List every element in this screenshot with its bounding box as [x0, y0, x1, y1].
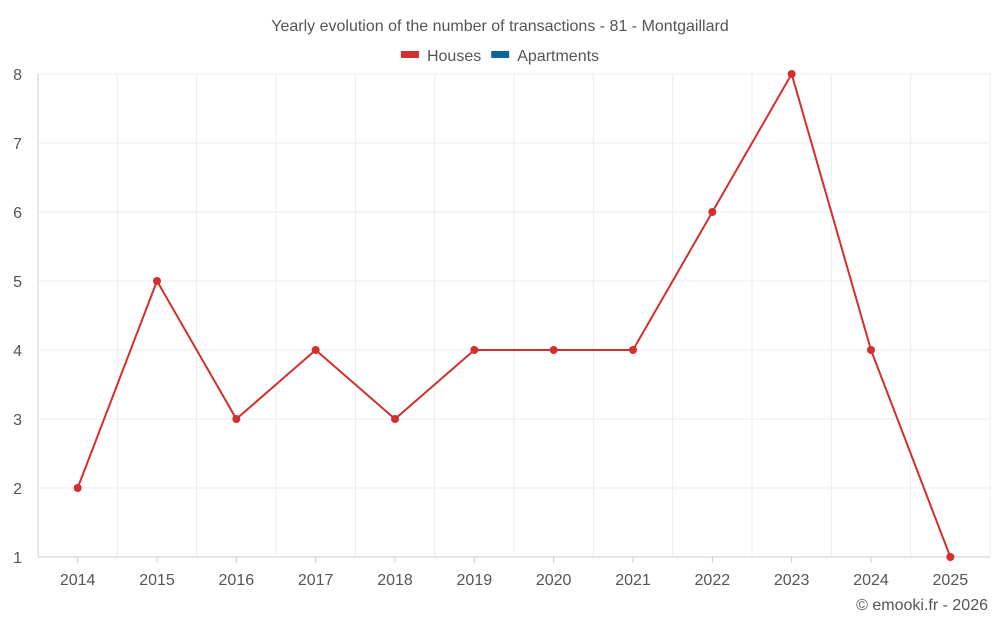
x-tick-label: 2016: [219, 572, 255, 589]
data-point[interactable]: [946, 553, 955, 561]
legend-label: Houses: [427, 48, 481, 65]
data-point[interactable]: [232, 415, 241, 423]
x-tick-label: 2021: [615, 572, 651, 589]
data-point[interactable]: [153, 277, 161, 285]
x-tick-label: 2017: [298, 572, 334, 589]
data-point[interactable]: [73, 484, 82, 492]
legend-swatch: [400, 51, 419, 58]
x-tick-label: 2018: [377, 572, 413, 589]
x-tick-label: 2020: [536, 572, 572, 589]
data-point[interactable]: [867, 346, 875, 354]
chart-title: Yearly evolution of the number of transa…: [271, 18, 728, 35]
legend-item-apartments[interactable]: Apartments: [491, 48, 599, 65]
y-tick-label: 7: [13, 136, 22, 153]
data-point[interactable]: [470, 346, 479, 354]
plot-area: [73, 70, 955, 561]
x-tick-label: 2014: [60, 572, 96, 589]
data-point[interactable]: [549, 346, 558, 354]
data-point[interactable]: [708, 208, 717, 216]
y-tick-label: 6: [13, 205, 22, 222]
legend-label: Apartments: [517, 48, 599, 65]
legend-item-houses[interactable]: Houses: [400, 48, 481, 65]
data-point[interactable]: [391, 415, 399, 423]
y-axis: 1 2 3 4 5 6 7 8: [13, 67, 22, 567]
series-line-houses: [76, 73, 952, 558]
grid: [37, 73, 991, 558]
y-tick-label: 3: [13, 412, 22, 429]
x-tick-label: 2024: [853, 572, 889, 589]
data-point[interactable]: [311, 346, 320, 354]
x-tick-label: 2025: [933, 572, 969, 589]
x-tick-label: 2015: [139, 572, 175, 589]
legend: Houses Apartments: [400, 48, 599, 65]
y-tick-label: 5: [13, 274, 22, 291]
legend-swatch: [491, 51, 510, 58]
y-tick-label: 2: [13, 481, 22, 498]
x-tick-label: 2023: [774, 572, 810, 589]
y-tick-label: 1: [13, 550, 22, 567]
x-axis: 2014 2015 2016 2017 2018 2019 2020 2021 2022 2023…: [60, 557, 968, 589]
y-tick-label: 8: [13, 67, 22, 84]
data-point[interactable]: [787, 70, 796, 78]
x-tick-label: 2022: [695, 572, 731, 589]
credit-text: © emooki.fr - 2026: [856, 597, 988, 614]
data-point[interactable]: [629, 346, 637, 354]
y-tick-label: 4: [13, 343, 22, 360]
x-tick-label: 2019: [457, 572, 493, 589]
